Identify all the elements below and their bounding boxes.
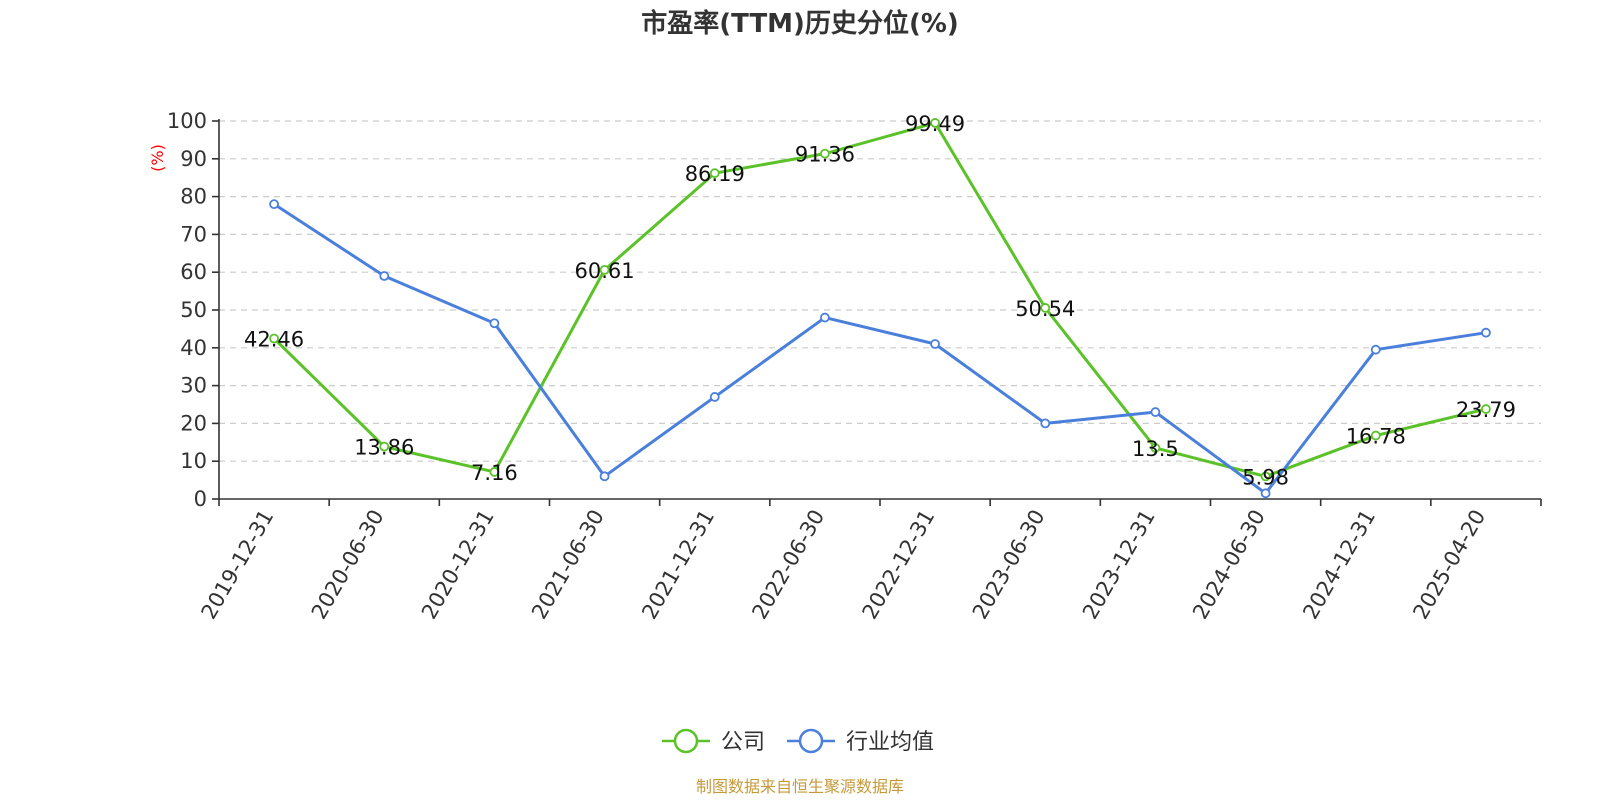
data-point[interactable] [489, 318, 500, 329]
data-point[interactable] [709, 168, 720, 179]
data-point[interactable] [1260, 471, 1271, 482]
legend-item[interactable]: 公司 [662, 728, 765, 755]
x-tick-label: 2020-06-30 [307, 506, 389, 624]
x-tick-label: 2023-06-30 [968, 506, 1050, 624]
axes: 0 10 20 30 40 50 60 70 80 90 100 2019-12-31 2020-06-… [167, 109, 1542, 624]
source-note: 制图数据来自恒生聚源数据库 [696, 777, 904, 796]
x-tick-label: 2020-12-31 [417, 505, 499, 623]
data-point[interactable] [709, 392, 720, 402]
y-tick-label: 60 [180, 260, 207, 284]
y-tick-label: 10 [180, 449, 207, 473]
data-point[interactable] [1370, 344, 1381, 355]
data-point[interactable] [820, 312, 830, 323]
data-label: 23.79 [1456, 398, 1516, 422]
data-label: 42.46 [244, 328, 304, 352]
y-tick-label: 100 [167, 109, 207, 133]
data-label: 99.49 [905, 112, 965, 136]
x-tick-label: 2025-04-20 [1408, 506, 1490, 624]
data-point[interactable] [820, 148, 830, 159]
data-point[interactable] [599, 264, 610, 275]
x-tick-label: 2024-06-30 [1188, 506, 1270, 624]
y-axis-label: (%) [148, 144, 167, 172]
data-point[interactable] [1150, 443, 1161, 453]
x-tick-label: 2021-12-31 [637, 506, 719, 624]
data-point[interactable] [379, 441, 390, 452]
legend[interactable]: 公司 行业均值 [662, 728, 934, 755]
data-point[interactable] [1260, 488, 1271, 499]
data-label: 7.16 [471, 461, 518, 485]
data-label: 86.19 [685, 162, 745, 186]
legend-label: 公司 [721, 730, 765, 755]
x-tick-label: 2023-12-31 [1078, 506, 1160, 624]
data-label: 50.54 [1015, 297, 1075, 321]
y-tick-label: 50 [180, 298, 207, 322]
data-label: 13.5 [1132, 437, 1179, 461]
data-label: 60.61 [575, 259, 635, 283]
data-point[interactable] [269, 199, 279, 210]
x-tick-label: 2022-06-30 [747, 506, 829, 624]
data-label: 16.78 [1346, 425, 1406, 449]
x-tick-label: 2022-12-31 [858, 505, 940, 623]
data-point[interactable] [599, 471, 610, 482]
series [269, 199, 1491, 499]
y-tick-label: 40 [180, 336, 207, 360]
x-tick-label: 2021-06-30 [527, 506, 609, 624]
y-tick-label: 70 [180, 222, 207, 246]
legend-label: 行业均值 [846, 730, 934, 755]
data-labels: 42.46 13.86 7.16 60.61 86.19 91.36 99.49 50.54 1… [244, 112, 1516, 489]
series-line [273, 202, 1487, 495]
data-point[interactable] [379, 271, 390, 281]
legend-marker-icon [673, 728, 699, 754]
x-tick-label: 2019-12-31 [197, 506, 279, 624]
grid [219, 120, 1541, 462]
x-tick-label: 2024-12-31 [1298, 506, 1380, 624]
y-tick-label: 90 [180, 147, 207, 171]
data-point[interactable] [1370, 430, 1381, 441]
data-point[interactable] [930, 339, 940, 349]
data-point[interactable] [1040, 418, 1051, 429]
data-point[interactable] [1481, 404, 1491, 414]
data-point[interactable] [489, 467, 500, 477]
data-point[interactable] [930, 118, 940, 128]
data-label: 91.36 [795, 143, 855, 167]
data-label: 5.98 [1242, 465, 1289, 489]
y-tick-label: 80 [180, 185, 207, 209]
chart-title: 市盈率(TTM)历史分位(%) [641, 8, 959, 39]
data-label: 13.86 [354, 436, 414, 460]
y-tick-label: 20 [180, 411, 207, 435]
y-tick-label: 30 [180, 374, 207, 398]
series [269, 118, 1491, 482]
data-point[interactable] [1040, 303, 1051, 313]
y-tick-label: 0 [194, 487, 207, 511]
data-point[interactable] [1150, 407, 1161, 417]
series-layer [269, 118, 1491, 499]
legend-marker-icon [798, 728, 824, 754]
data-point[interactable] [1481, 327, 1491, 338]
legend-item[interactable]: 行业均值 [787, 728, 934, 755]
data-point[interactable] [269, 333, 279, 344]
